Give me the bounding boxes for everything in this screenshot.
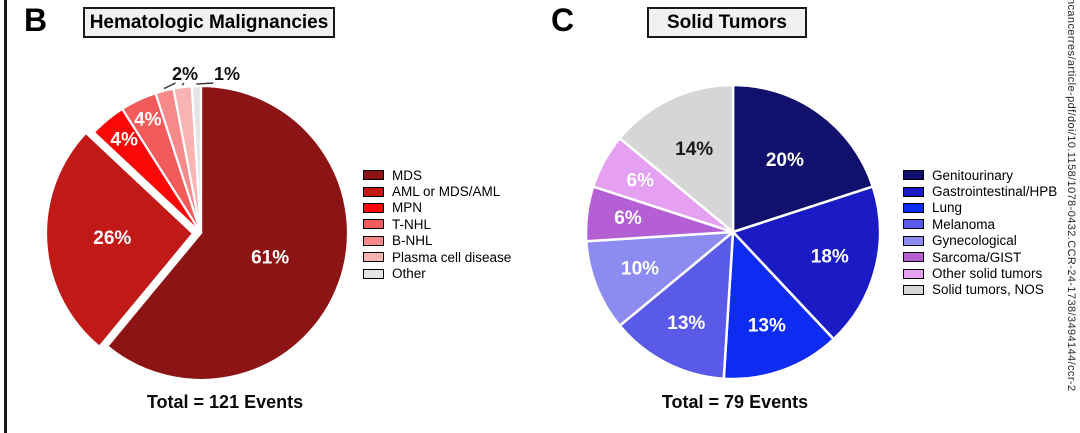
pie-hematologic-malignancies: 61% 26% 4%4% 2% 1% (44, 64, 350, 382)
slice-label-outside-2: 2% (172, 64, 198, 84)
label-leader-line-plasma-cell-disease (181, 82, 185, 86)
legend-swatch-b-nhl (363, 235, 384, 246)
legend-label-t-nhl: T-NHL (392, 216, 432, 232)
panel-title-solid-tumors: Solid Tumors (647, 7, 807, 38)
legend-swatch-aml-or-mds-aml (363, 186, 384, 197)
pie-slice-gynecological (585, 230, 735, 327)
figure-left-border (4, 0, 7, 433)
legend-label-solid-tumors-nos: Solid tumors, NOS (932, 282, 1044, 298)
panel-title-hematologic-malignancies: Hematologic Malignancies (83, 7, 335, 38)
slice-label-genitourinary: 20% (766, 150, 804, 171)
legend-item-genitourinary: Genitourinary (903, 167, 1057, 183)
legend-label-lung: Lung (932, 200, 963, 216)
legend-swatch-gastrointestinal-hpb (903, 186, 924, 197)
legend-label-aml-or-mds-aml: AML or MDS/AML (392, 184, 501, 200)
total-label-solid: Total = 79 Events (661, 392, 809, 412)
slice-label-mds: 61% (251, 247, 289, 268)
legend-swatch-t-nhl (363, 219, 384, 230)
legend-item-plasma-cell-disease: Plasma cell disease (363, 249, 511, 265)
legend-item-mpn: MPN (363, 200, 511, 216)
legend-item-mds: MDS (363, 167, 511, 183)
legend-item-sarcoma-gist: Sarcoma/GIST (903, 249, 1057, 265)
legend-swatch-lung (903, 202, 924, 213)
pie-slice-lung (722, 230, 835, 381)
legend-label-sarcoma-gist: Sarcoma/GIST (932, 249, 1022, 265)
legend-item-other: Other (363, 265, 511, 281)
panel-letter-c: C (551, 2, 575, 38)
legend-label-other: Other (392, 266, 426, 282)
legend-label-melanoma: Melanoma (932, 216, 996, 232)
legend-item-gastrointestinal-hpb: Gastrointestinal/HPB (903, 183, 1057, 199)
slice-label-t-nhl: 4% (134, 109, 162, 130)
legend-hematologic-malignancies: MDS AML or MDS/AML MPN T-NHL B-NHL Plasma cel… (363, 167, 511, 282)
pie-slice-gastrointestinal-hpb (731, 185, 882, 341)
panel-letter-b: B (24, 2, 48, 38)
slice-label-solid-tumors-nos: 14% (675, 139, 713, 160)
legend-item-other-solid-tumors: Other solid tumors (903, 265, 1057, 281)
pie-slice-solid-tumors-nos (618, 83, 735, 234)
legend-item-lung: Lung (903, 200, 1057, 216)
slice-label-mpn: 4% (110, 130, 138, 151)
pie-slice-other (190, 84, 203, 235)
legend-item-aml-or-mds-aml: AML or MDS/AML (363, 183, 511, 199)
legend-label-b-nhl: B-NHL (392, 233, 433, 249)
pie-slice-melanoma (618, 230, 735, 380)
legend-label-genitourinary: Genitourinary (932, 167, 1014, 183)
legend-swatch-melanoma (903, 219, 924, 230)
pie-slice-genitourinary (731, 83, 875, 234)
slice-label-sarcoma-gist: 6% (614, 208, 642, 229)
pie-solid-tumors: 20% 18% 13% 13% 10% 6% 6% 14% (584, 83, 882, 381)
slice-label-outside-1: 1% (214, 64, 240, 84)
legend-swatch-plasma-cell-disease (363, 252, 384, 263)
legend-label-gynecological: Gynecological (932, 233, 1017, 249)
label-leader-line-b-nhl (163, 82, 176, 90)
legend-swatch-mds (363, 170, 384, 181)
pie-slice-mds (106, 84, 350, 382)
legend-item-solid-tumors-nos: Solid tumors, NOS (903, 282, 1057, 298)
legend-swatch-genitourinary (903, 170, 924, 181)
legend-item-t-nhl: T-NHL (363, 216, 511, 232)
legend-label-other-solid-tumors: Other solid tumors (932, 266, 1043, 282)
slice-label-other-solid-tumors: 6% (627, 171, 655, 192)
legend-swatch-other-solid-tumors (903, 268, 924, 279)
legend-item-melanoma: Melanoma (903, 216, 1057, 232)
legend-solid-tumors: Genitourinary Gastrointestinal/HPB Lung Mel… (903, 167, 1057, 298)
legend-item-gynecological: Gynecological (903, 233, 1057, 249)
pie-slice-aml-or-mds-aml (44, 131, 195, 348)
legend-label-mds: MDS (392, 167, 422, 183)
slice-label-aml-or-mds-aml: 26% (93, 228, 131, 249)
slice-label-gynecological: 10% (621, 258, 659, 279)
legend-label-gastrointestinal-hpb: Gastrointestinal/HPB (932, 184, 1058, 200)
watermark-text: ncancerres/article-pdf/doi/10.1158/1078-… (1065, 0, 1077, 392)
legend-label-mpn: MPN (392, 200, 422, 216)
slice-label-gastrointestinal-hpb: 18% (811, 246, 849, 267)
legend-swatch-solid-tumors-nos (903, 284, 924, 295)
legend-label-plasma-cell-disease: Plasma cell disease (392, 249, 512, 265)
legend-item-b-nhl: B-NHL (363, 233, 511, 249)
label-leader-line-other (196, 82, 214, 85)
legend-swatch-other (363, 268, 384, 279)
total-label-hematologic: Total = 121 Events (146, 392, 304, 412)
legend-swatch-gynecological (903, 235, 924, 246)
slice-label-melanoma: 13% (667, 313, 705, 334)
slice-label-lung: 13% (748, 316, 786, 337)
legend-swatch-mpn (363, 202, 384, 213)
legend-swatch-sarcoma-gist (903, 252, 924, 263)
